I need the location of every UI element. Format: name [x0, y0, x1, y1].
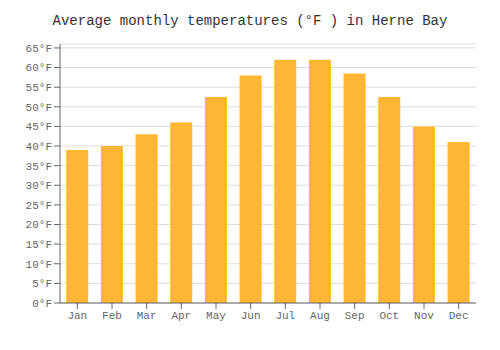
svg-text:40°F: 40°F — [26, 141, 52, 153]
svg-text:50°F: 50°F — [26, 102, 52, 114]
svg-text:15°F: 15°F — [26, 239, 52, 251]
svg-text:Oct: Oct — [379, 310, 399, 322]
svg-text:Sep: Sep — [345, 310, 365, 322]
html-text:Average monthly temperatures (: Average monthly temperatures (°F ) in He… — [52, 13, 448, 29]
svg-text:10°F: 10°F — [26, 259, 52, 271]
svg-text:35°F: 35°F — [26, 161, 52, 173]
svg-text:Mar: Mar — [137, 310, 157, 322]
svg-text:Apr: Apr — [171, 310, 191, 322]
svg-text:May: May — [206, 310, 226, 322]
svg-text:30°F: 30°F — [26, 180, 52, 192]
svg-text:0°F: 0°F — [32, 298, 52, 310]
svg-text:65°F: 65°F — [26, 43, 52, 55]
svg-text:Aug: Aug — [310, 310, 330, 322]
svg-text:60°F: 60°F — [26, 62, 52, 74]
svg-text:Jan: Jan — [67, 310, 87, 322]
svg-text:5°F: 5°F — [32, 278, 52, 290]
svg-text:Jul: Jul — [275, 310, 295, 322]
svg-text:Nov: Nov — [414, 310, 434, 322]
svg-text:Feb: Feb — [102, 310, 122, 322]
svg-text:45°F: 45°F — [26, 121, 52, 133]
svg-text:20°F: 20°F — [26, 219, 52, 231]
svg-text:55°F: 55°F — [26, 82, 52, 94]
svg-text:Dec: Dec — [449, 310, 469, 322]
svg-text:25°F: 25°F — [26, 200, 52, 212]
svg-text:Jun: Jun — [241, 310, 261, 322]
